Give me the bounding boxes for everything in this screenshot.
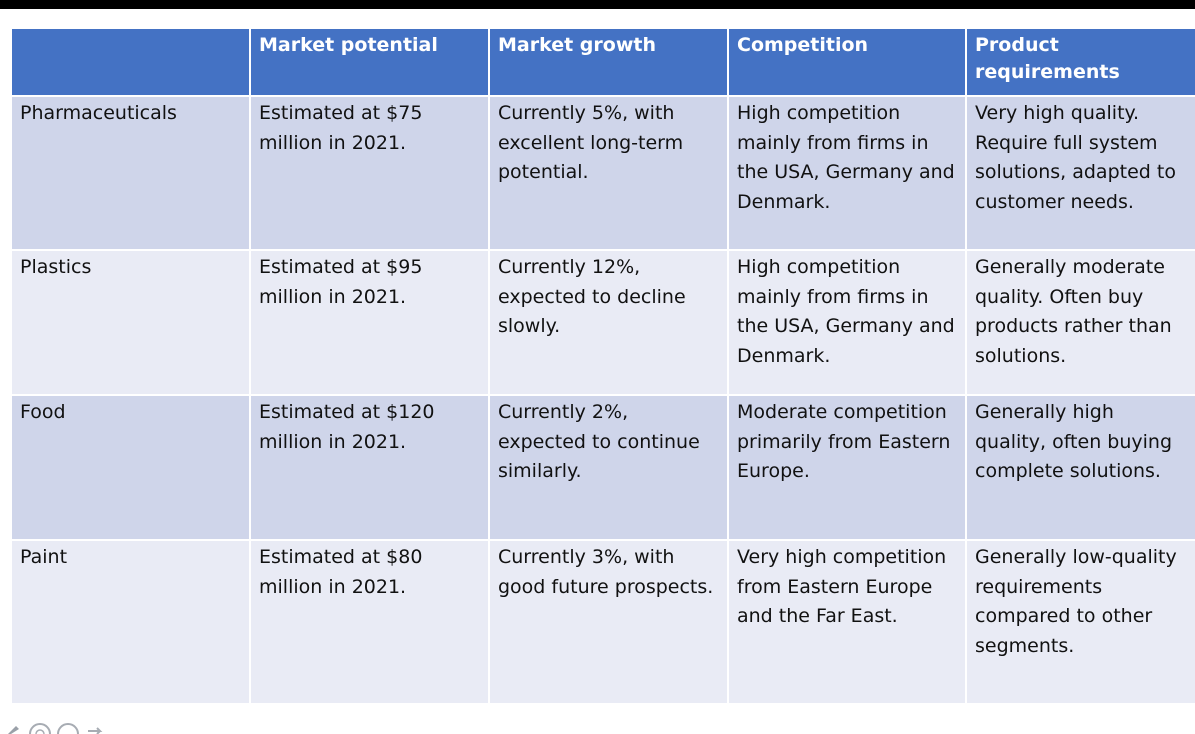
circle-icon[interactable] [57, 723, 79, 734]
top-black-bar [0, 0, 1195, 9]
competition-cell: High competition mainly from firms in th… [727, 249, 967, 396]
market-potential-cell: Estimated at $95 million in 2021. [249, 249, 490, 396]
market-growth-cell: Currently 2%, expected to continue simil… [488, 394, 729, 541]
market-potential-cell: Estimated at $75 million in 2021. [249, 95, 490, 251]
zoom-icon[interactable] [29, 723, 51, 734]
header-market-potential: Market potential [249, 27, 490, 97]
table-row: Paint Estimated at $80 million in 2021. … [10, 539, 1195, 705]
market-growth-cell: Currently 3%, with good future prospects… [488, 539, 729, 705]
product-requirements-cell: Generally moderate quality. Often buy pr… [965, 249, 1195, 396]
table-row: Plastics Estimated at $95 million in 202… [10, 249, 1195, 396]
product-requirements-cell: Generally low-quality requirements compa… [965, 539, 1195, 705]
table-header-row: Market potential Market growth Competiti… [10, 27, 1195, 97]
competition-cell: High competition mainly from firms in th… [727, 95, 967, 251]
segment-cell: Pharmaceuticals [10, 95, 251, 251]
slide: Market potential Market growth Competiti… [0, 9, 1195, 734]
product-requirements-cell: Generally high quality, often buying com… [965, 394, 1195, 541]
header-competition: Competition [727, 27, 967, 97]
table-row: Food Estimated at $120 million in 2021. … [10, 394, 1195, 541]
competition-cell: Moderate competition primarily from East… [727, 394, 967, 541]
segment-cell: Food [10, 394, 251, 541]
segment-cell: Paint [10, 539, 251, 705]
market-potential-cell: Estimated at $80 million in 2021. [249, 539, 490, 705]
header-product-requirements: Product requirements [965, 27, 1195, 97]
pen-icon[interactable] [8, 726, 19, 734]
market-growth-cell: Currently 5%, with excellent long-term p… [488, 95, 729, 251]
table-row: Pharmaceuticals Estimated at $75 million… [10, 95, 1195, 251]
market-growth-cell: Currently 12%, expected to decline slowl… [488, 249, 729, 396]
competition-cell: Very high competition from Eastern Europ… [727, 539, 967, 705]
market-potential-cell: Estimated at $120 million in 2021. [249, 394, 490, 541]
market-segment-table: Market potential Market growth Competiti… [10, 27, 1195, 705]
arrow-right-icon[interactable] [88, 727, 103, 734]
slideshow-toolbar [0, 721, 110, 734]
header-market-growth: Market growth [488, 27, 729, 97]
header-empty-cell [10, 27, 251, 97]
segment-cell: Plastics [10, 249, 251, 396]
product-requirements-cell: Very high quality. Require full system s… [965, 95, 1195, 251]
